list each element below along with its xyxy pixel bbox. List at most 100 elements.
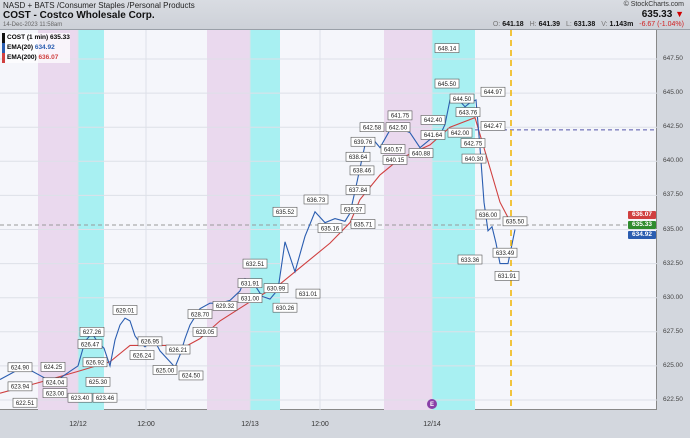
y-tick-label: 640.00 [663,157,683,165]
data-label: 628.70 [191,312,210,318]
data-label-box [420,130,446,140]
data-label-box [387,110,413,121]
data-label-box [350,136,376,147]
data-label: 632.51 [246,262,265,268]
data-label-box [349,165,375,176]
data-label: 622.51 [16,401,35,407]
x-tick-label: 12/14 [423,421,441,428]
high-value: 641.39 [538,21,561,28]
data-label-box [457,254,483,265]
x-axis: 12/12 12:00 12/13 12:00 12/14 [0,410,657,438]
data-label: 642.47 [484,124,503,130]
series-ema-200- [0,116,511,394]
data-label-box [42,388,68,398]
data-label: 633.36 [461,258,480,264]
volume-value: 1.143m [609,21,634,28]
y-tick-label: 627.50 [663,327,683,335]
data-label: 636.37 [344,207,363,213]
data-label-box [455,107,481,117]
sector-link[interactable]: /Consumer Staples [56,1,125,10]
data-label-box [345,185,371,195]
data-label-box [178,370,204,381]
data-label-box [79,326,105,337]
data-label-box [67,392,93,403]
data-label-box [350,219,376,229]
data-label: 638.64 [349,155,368,161]
down-arrow-icon: ▼ [675,9,684,19]
stockcharts-logo[interactable]: © StockCharts.com [623,1,684,8]
data-label-box [434,78,460,89]
low-value: 631.38 [573,21,596,28]
ohlc-bar: O: 641.18 H: 641.39 L: 631.38 V: 1.143m -6.6… [492,21,684,28]
data-label: 626.21 [169,348,188,354]
data-label-box [461,153,487,164]
x-tick-label: 12:00 [137,421,155,428]
data-label-box [447,127,473,138]
y-tick-label: 622.50 [663,396,683,403]
data-label-box [434,43,460,53]
data-label-box [42,377,68,388]
data-label: 626.95 [141,340,160,346]
y-tick-label: 645.00 [663,89,683,97]
data-label-box [385,122,411,132]
data-label-box [475,209,501,220]
y-axis: 622.50 625.00 627.50 630.00 632.50 635.00 637.… [657,30,690,438]
data-label-box [242,258,268,269]
data-label-box [187,309,213,319]
data-label-box [40,362,66,372]
data-label: 648.14 [438,46,457,52]
data-label: 642.40 [424,118,443,124]
data-label-box [192,326,218,337]
chart-title: COST - Costco Wholesale Corp. [3,10,155,21]
data-label-box [382,155,408,165]
data-label: 642.50 [389,126,408,132]
legend-cost: COST (1 min) 635.33 [2,33,70,43]
data-label-box [82,357,108,368]
data-label: 641.64 [424,133,443,139]
data-label-box [408,148,434,158]
data-label-box [340,204,366,214]
x-tick-label: 12:00 [311,421,329,428]
data-label: 636.73 [307,198,326,204]
plot-area[interactable]: 624.90 623.94 622.51 624.04 624.25 623.00 626.… [0,30,657,410]
data-label: 631.91 [498,274,517,280]
data-label: 640.30 [465,157,484,163]
industry-link[interactable]: /Personal Products [127,1,195,10]
data-label-box [7,381,33,392]
data-label: 630.99 [267,286,286,292]
data-label-box [7,362,33,373]
data-label: 637.84 [349,188,368,194]
data-label-box [112,305,138,315]
data-label-box [12,397,38,408]
data-label: 640.57 [384,147,403,153]
data-label: 640.88 [412,151,431,157]
data-label: 623.00 [46,391,65,397]
breadcrumb: NASD + BATS /Consumer Staples /Personal … [3,1,195,10]
data-label-box [272,206,298,217]
data-label-box [480,86,506,97]
data-label: 629.01 [116,308,135,314]
timestamp: 14-Dec-2023 11:58am [3,22,63,28]
y-tick-label: 647.50 [663,55,683,62]
y-tick-label: 625.00 [663,361,683,369]
axis-price-tag: 634.92 [628,230,656,239]
y-tick-label: 642.50 [663,123,683,131]
data-label-box [420,115,446,125]
data-label-box [237,278,263,288]
y-tick-label: 637.50 [663,191,683,199]
data-label: 641.75 [391,114,410,120]
data-label: 642.75 [464,141,483,147]
data-label: 623.40 [71,396,90,402]
data-label-box [492,247,518,258]
price-chart[interactable]: 624.90 623.94 622.51 624.04 624.25 623.00 626.… [0,30,657,410]
data-label: 623.94 [11,385,30,391]
earnings-event-icon [427,399,437,409]
data-label: 640.15 [386,158,405,164]
data-label-box [263,283,289,293]
data-label: 645.50 [438,82,457,88]
exchange: NASD + BATS [3,1,55,10]
data-label: 626.24 [133,353,152,359]
data-label: 624.50 [182,374,201,380]
data-label: 635.16 [321,226,340,232]
y-tick-label: 632.50 [663,259,683,267]
